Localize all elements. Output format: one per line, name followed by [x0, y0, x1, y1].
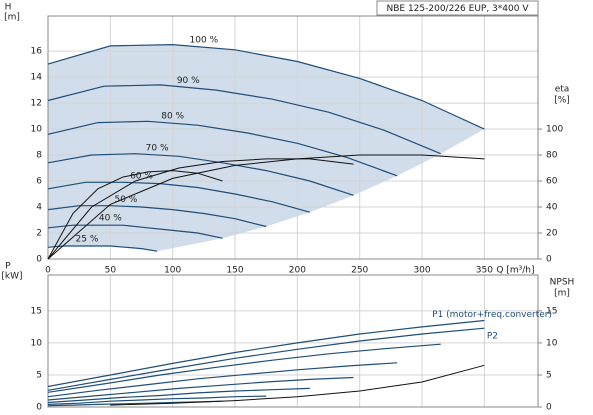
x-tick-label: 350: [476, 266, 493, 276]
x-tick-label: 100: [164, 266, 181, 276]
y-tick-label: 10: [31, 338, 43, 348]
y-tick-label: 16: [31, 47, 43, 57]
y2-tick-label: 80: [546, 151, 558, 161]
curve-label: 25 %: [76, 235, 99, 245]
y-axis-unit: [kW]: [1, 272, 22, 282]
y-tick-label: 5: [36, 370, 42, 380]
y-tick-label: 4: [36, 203, 42, 213]
y2-tick-label: 20: [546, 229, 558, 239]
y-axis-label: H: [5, 3, 12, 13]
x-tick-label: 150: [226, 266, 243, 276]
chart-title: NBE 125-200/226 EUP, 3*400 V: [387, 4, 530, 14]
curve: [47, 43, 485, 130]
plot-frame: [47, 274, 539, 408]
curve: [110, 364, 485, 406]
y2-axis-unit: [m]: [554, 289, 570, 299]
x-tick-label: 0: [45, 266, 51, 276]
curve: [47, 153, 354, 196]
title-box: [376, 0, 539, 16]
curve: [47, 205, 267, 228]
y-tick-label: 6: [36, 177, 42, 187]
curve: [47, 154, 485, 260]
curve: [47, 362, 398, 398]
y2-tick-label: 100: [546, 125, 563, 135]
x-tick-label: 250: [351, 266, 368, 276]
curve-label: P1 (motor+freq.converter): [432, 310, 552, 320]
x-tick-label: 200: [289, 266, 306, 276]
y2-tick-label: 0: [546, 403, 552, 413]
y-tick-label: 8: [36, 151, 42, 161]
y-tick-label: 14: [31, 73, 43, 83]
curve-label: 70 %: [146, 144, 169, 154]
curve-label: 40 %: [99, 214, 122, 224]
x-tick-label: 50: [105, 266, 117, 276]
y-axis-unit: [m]: [4, 13, 20, 23]
curve: [47, 158, 354, 260]
curve: [47, 224, 223, 239]
curve: [47, 181, 310, 213]
y2-axis-unit: [%]: [554, 96, 570, 106]
x-axis-label: Q [m³/h]: [496, 266, 534, 276]
y-tick-label: 0: [36, 403, 42, 413]
y-tick-label: 2: [36, 229, 42, 239]
y-tick-label: 10: [31, 125, 43, 135]
y2-tick-label: 0: [546, 255, 552, 265]
y-axis-label: P: [5, 262, 11, 272]
curve: [47, 120, 398, 177]
y2-axis-label: eta: [555, 85, 570, 95]
plot-frame: [47, 15, 539, 260]
curve-label: 50 %: [114, 195, 137, 205]
y2-tick-label: 40: [546, 203, 558, 213]
curve: [47, 170, 223, 260]
curve-label: 80 %: [161, 112, 184, 122]
y-tick-label: 12: [31, 99, 42, 109]
curve: [47, 376, 354, 401]
y-tick-label: 0: [36, 255, 42, 265]
curve-label: 60 %: [130, 171, 153, 181]
operating-range: [48, 44, 485, 252]
curve: [47, 245, 158, 252]
curve: [47, 84, 441, 155]
curve: [47, 395, 267, 405]
curve-label: 100 %: [190, 36, 219, 46]
curve: [47, 343, 441, 393]
y2-tick-label: 15: [546, 306, 557, 316]
y-tick-label: 15: [31, 306, 42, 316]
y2-tick-label: 10: [546, 338, 558, 348]
curve-label: P2: [487, 332, 498, 342]
y2-axis-label: NPSH: [550, 278, 575, 288]
y2-tick-label: 5: [546, 370, 552, 380]
x-tick-label: 300: [413, 266, 430, 276]
curve-label: 90 %: [177, 76, 200, 86]
curve: [47, 387, 310, 404]
y2-tick-label: 60: [546, 177, 558, 187]
curve: [47, 327, 485, 391]
curve: [47, 319, 485, 388]
